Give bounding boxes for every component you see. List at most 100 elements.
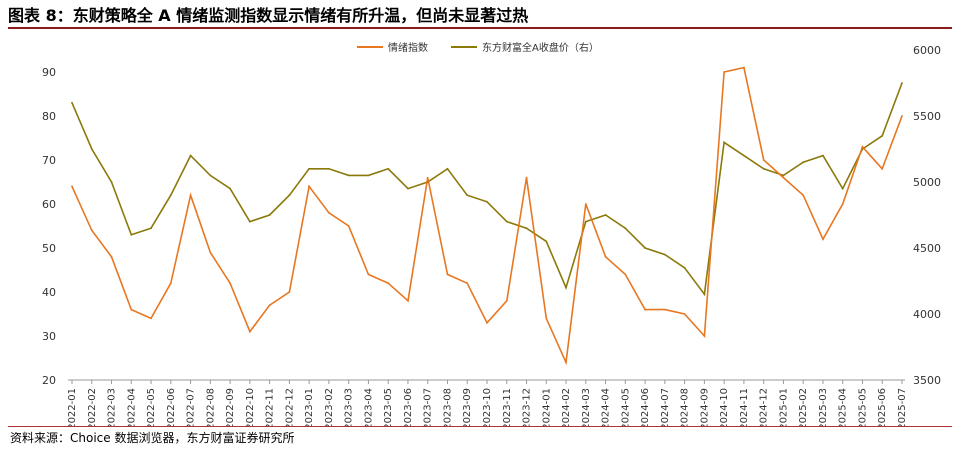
sentiment-point	[328, 211, 330, 214]
sentiment-point	[367, 273, 370, 276]
x-axis-ticks: 2022-01 2022-02 2022-03 2022-04 2022-05 2022-…	[67, 380, 908, 426]
x-tick-label: 2024-04	[601, 388, 612, 426]
index-point	[209, 174, 212, 177]
x-tick-label: 2025-06	[877, 388, 888, 426]
index-point	[248, 220, 251, 223]
x-tick-label: 2024-08	[680, 388, 691, 426]
left-tick-label: 20	[42, 374, 56, 387]
x-tick-label: 2024-06	[640, 388, 651, 426]
left-tick-label: 40	[42, 286, 56, 299]
x-tick-label: 2023-09	[462, 388, 473, 426]
sentiment-point	[782, 176, 785, 179]
index-point	[328, 167, 330, 170]
x-tick-label: 2023-07	[423, 388, 434, 426]
x-tick-label: 2025-02	[798, 388, 809, 426]
sentiment-point	[762, 159, 765, 161]
sentiment-point	[308, 185, 311, 188]
index-point	[683, 266, 686, 269]
series-line-index	[71, 82, 903, 297]
series-line-sentiment	[71, 66, 903, 366]
index-point	[288, 194, 291, 197]
index-point	[565, 286, 567, 289]
x-tick-label: 2025-01	[778, 388, 789, 426]
x-tick-label: 2023-10	[482, 388, 493, 426]
left-tick-label: 50	[42, 242, 56, 255]
x-tick-label: 2022-01	[67, 388, 78, 426]
x-tick-label: 2023-01	[304, 388, 315, 426]
source-note: 资料来源：Choice 数据浏览器，东方财富证券研究所	[10, 431, 295, 445]
x-tick-label: 2024-11	[739, 388, 750, 426]
chart-legend: 情绪指数 东方财富全A收盘价（右）	[357, 41, 599, 54]
x-tick-label: 2024-03	[581, 388, 592, 426]
x-tick-label: 2023-08	[442, 388, 453, 426]
sentiment-point	[110, 255, 113, 258]
legend-label-sentiment: 情绪指数	[388, 41, 428, 54]
sentiment-point	[505, 299, 508, 302]
index-point	[308, 167, 311, 170]
x-tick-label: 2025-07	[897, 388, 908, 426]
index-point	[90, 148, 93, 150]
x-tick-label: 2024-07	[660, 388, 671, 426]
sentiment-point	[841, 203, 844, 205]
source-rule	[8, 426, 952, 427]
index-point	[387, 167, 390, 170]
right-tick-label: 4000	[913, 308, 941, 321]
sentiment-point	[565, 361, 567, 364]
index-point	[407, 187, 409, 190]
index-point	[782, 174, 785, 177]
x-tick-label: 2024-10	[719, 388, 730, 426]
sentiment-point	[663, 308, 666, 311]
x-tick-label: 2024-05	[620, 388, 631, 426]
index-point	[367, 174, 370, 177]
x-tick-label: 2022-11	[265, 388, 276, 426]
x-tick-label: 2022-10	[245, 388, 256, 426]
sentiment-point	[881, 167, 884, 170]
sentiment-point	[584, 203, 587, 205]
index-point	[584, 220, 587, 223]
x-tick-label: 2023-05	[383, 388, 394, 426]
right-tick-label: 6000	[913, 44, 941, 57]
index-point	[150, 227, 152, 230]
right-tick-label: 5000	[913, 176, 941, 189]
index-point	[229, 187, 231, 190]
x-tick-label: 2023-03	[344, 388, 355, 426]
left-tick-label: 60	[42, 198, 56, 211]
title-rule	[8, 27, 952, 29]
index-point	[723, 141, 726, 144]
sentiment-point	[209, 251, 212, 254]
sentiment-point	[407, 299, 409, 302]
sentiment-point	[189, 194, 192, 197]
x-tick-label: 2022-07	[186, 388, 197, 426]
sentiment-point	[901, 115, 903, 117]
sentiment-point	[229, 282, 231, 285]
sentiment-point	[248, 330, 251, 333]
sentiment-point	[604, 255, 607, 258]
index-point	[881, 134, 884, 137]
x-tick-label: 2025-03	[818, 388, 829, 426]
index-point	[663, 253, 666, 256]
x-tick-label: 2022-05	[146, 388, 157, 426]
sentiment-point	[822, 238, 824, 241]
index-point	[268, 214, 271, 216]
index-point	[426, 181, 429, 183]
sentiment-point	[525, 176, 528, 179]
x-tick-label: 2022-03	[107, 388, 118, 426]
index-point	[71, 101, 73, 104]
index-point	[822, 154, 824, 157]
sentiment-point	[446, 273, 449, 276]
chart-title: 图表 8：东财策略全 A 情绪监测指数显示情绪有所升温，但尚未显著过热	[8, 6, 529, 25]
right-axis-ticks: 3500 4000 4500 5000 5500 6000	[913, 44, 941, 387]
index-point	[604, 214, 607, 216]
left-axis-ticks: 20 30 40 50 60 70 80 90	[42, 66, 56, 387]
index-point	[545, 240, 548, 243]
sentiment-point	[466, 282, 469, 285]
x-tick-label: 2022-06	[166, 388, 177, 426]
index-point	[110, 181, 113, 183]
index-point	[189, 154, 192, 157]
x-tick-label: 2022-02	[87, 388, 98, 426]
sentiment-point	[150, 317, 152, 320]
index-point	[802, 161, 805, 164]
sentiment-point	[387, 282, 390, 285]
sentiment-point	[545, 317, 548, 320]
left-tick-label: 80	[42, 110, 56, 123]
